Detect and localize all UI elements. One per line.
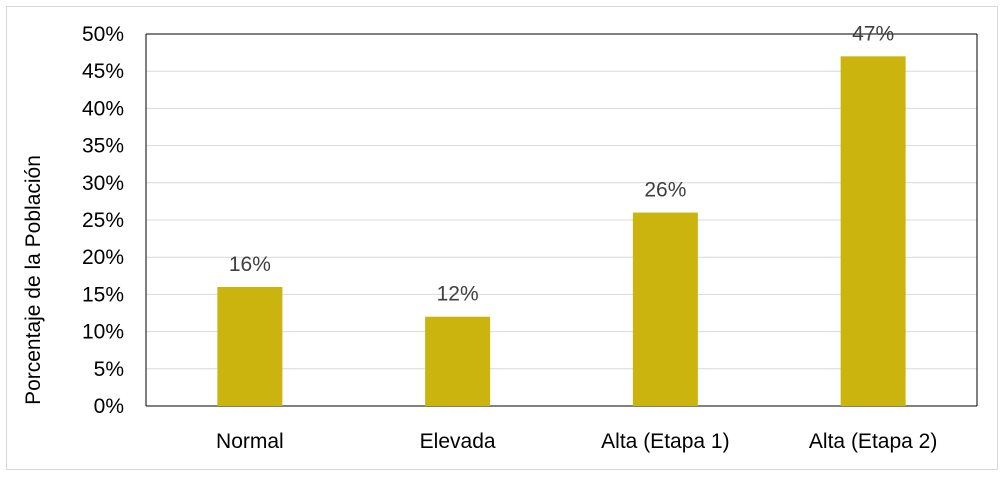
- y-tick-label: 40%: [82, 97, 124, 120]
- bar: [840, 56, 906, 406]
- data-label: 16%: [229, 253, 271, 276]
- data-labels: 16% 12% 26% 47%: [229, 22, 894, 305]
- data-label: 26%: [644, 179, 686, 202]
- y-tick-label: 15%: [82, 283, 124, 306]
- bar: [425, 316, 491, 406]
- y-tick-label: 45%: [82, 60, 124, 83]
- bars: [217, 56, 906, 406]
- y-tick-labels: 0% 5% 10% 15% 20% 25% 30% 35% 40% 45% 50%: [82, 23, 124, 418]
- bar: [217, 286, 283, 406]
- y-tick-label: 20%: [82, 246, 124, 269]
- bar: [632, 212, 698, 406]
- data-label: 47%: [852, 22, 894, 45]
- x-category-label: Elevada: [420, 430, 496, 453]
- y-tick-label: 0%: [94, 395, 124, 418]
- x-category-label: Alta (Etapa 2): [809, 430, 937, 453]
- chart-frame: [6, 6, 998, 470]
- y-tick-label: 35%: [82, 135, 124, 158]
- gridlines: [145, 33, 978, 407]
- x-category-label: Alta (Etapa 1): [601, 430, 729, 453]
- y-tick-label: 10%: [82, 321, 124, 344]
- y-tick-label: 5%: [94, 358, 124, 381]
- y-tick-label: 30%: [82, 172, 124, 195]
- x-category-labels: Normal Elevada Alta (Etapa 1) Alta (Etapa 2…: [216, 430, 937, 453]
- data-label: 12%: [437, 283, 479, 306]
- y-axis-title: Porcentaje de la Población: [22, 155, 45, 405]
- x-category-label: Normal: [216, 430, 284, 453]
- y-tick-label: 25%: [82, 209, 124, 232]
- y-tick-label: 50%: [82, 23, 124, 46]
